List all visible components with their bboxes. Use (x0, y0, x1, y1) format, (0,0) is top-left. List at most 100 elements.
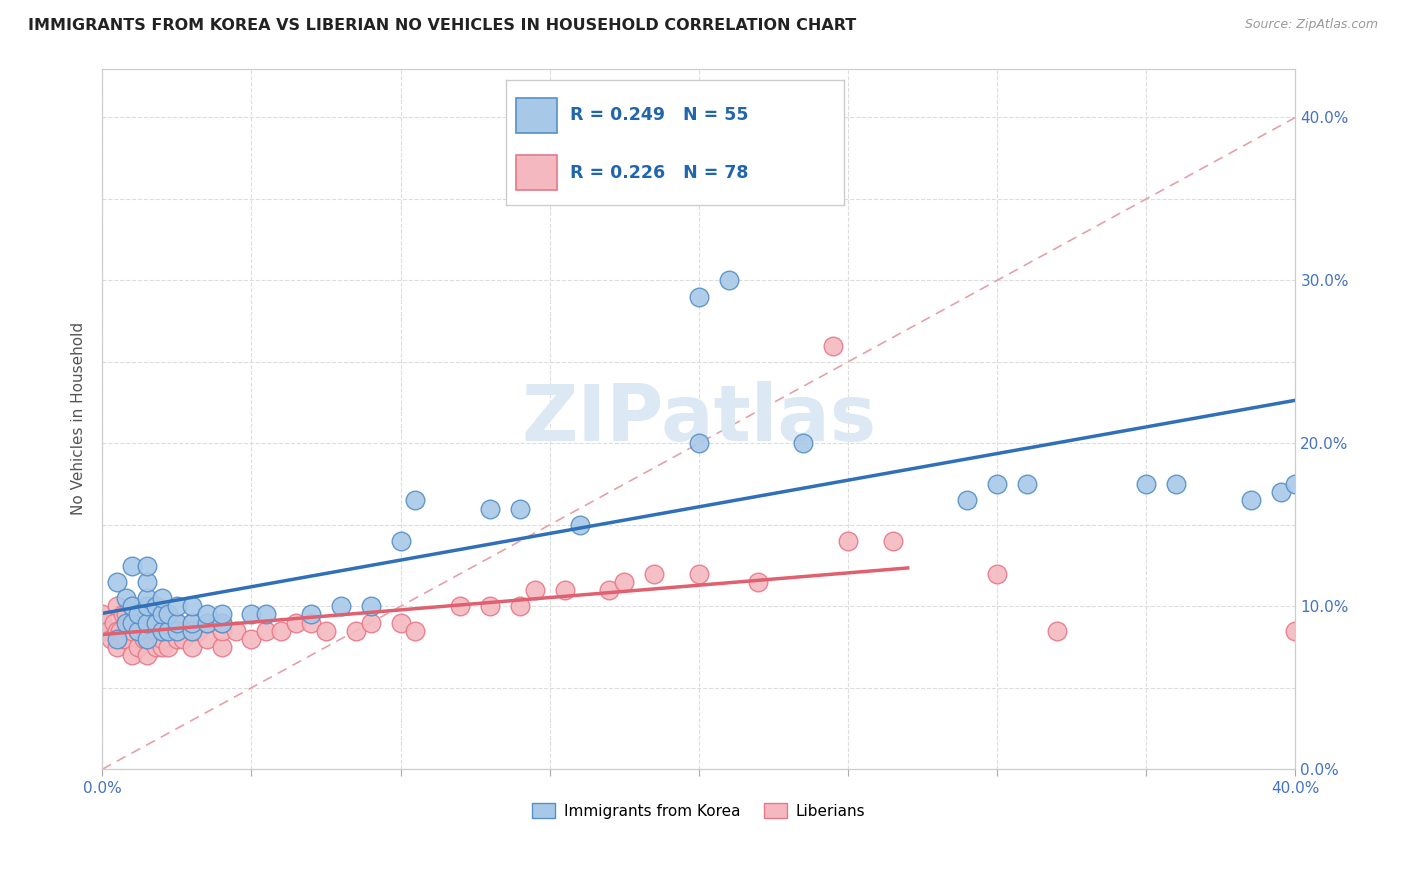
Point (150, 607, 173, 622)
Point (882, 534, 904, 549)
Point (211, 640, 233, 654)
Point (329, 599, 352, 614)
Point (112, 607, 135, 622)
Point (166, 615, 188, 630)
Point (1270, 485, 1292, 500)
Point (150, 624, 173, 638)
Point (91, 615, 114, 630)
Point (986, 477, 1008, 491)
Point (136, 648, 159, 663)
Point (211, 615, 233, 630)
Point (315, 624, 337, 638)
Point (136, 615, 159, 630)
Point (688, 290, 710, 304)
Point (509, 501, 531, 516)
Point (240, 632, 263, 646)
Point (449, 599, 471, 614)
Text: R = 0.226   N = 78: R = 0.226 N = 78 (571, 164, 749, 182)
Point (1015, 477, 1038, 491)
Point (823, 184, 845, 198)
Point (344, 624, 367, 638)
Point (121, 599, 143, 614)
Point (105, 632, 128, 646)
Point (115, 632, 138, 646)
Point (523, 582, 546, 597)
Text: ZIPatlas: ZIPatlas (522, 381, 876, 457)
Point (100, 632, 122, 646)
Point (299, 607, 322, 622)
Point (132, 632, 155, 646)
Point (1240, 493, 1263, 508)
Point (360, 615, 382, 630)
Point (180, 615, 202, 630)
Point (103, 615, 125, 630)
Point (479, 501, 502, 516)
Point (156, 615, 179, 630)
Point (211, 607, 233, 622)
Point (568, 517, 591, 532)
Point (127, 624, 149, 638)
Point (986, 566, 1008, 581)
Point (121, 615, 143, 630)
Legend: Immigrants from Korea, Liberians: Immigrants from Korea, Liberians (526, 797, 872, 825)
Point (127, 624, 149, 638)
Point (1046, 624, 1069, 638)
Point (195, 632, 218, 646)
Point (747, 574, 769, 589)
Point (136, 574, 159, 589)
Point (105, 574, 128, 589)
Point (127, 640, 149, 654)
Point (115, 607, 138, 622)
Point (105, 599, 128, 614)
Point (180, 624, 202, 638)
Point (211, 624, 233, 638)
Point (148, 615, 170, 630)
Point (479, 599, 502, 614)
Point (270, 624, 292, 638)
Point (554, 582, 576, 597)
Text: IMMIGRANTS FROM KOREA VS LIBERIAN NO VEHICLES IN HOUSEHOLD CORRELATION CHART: IMMIGRANTS FROM KOREA VS LIBERIAN NO VEH… (28, 18, 856, 33)
Point (139, 624, 162, 638)
Point (150, 591, 173, 606)
Point (91, 607, 114, 622)
Point (112, 632, 135, 646)
Point (389, 534, 412, 549)
Text: R = 0.249   N = 55: R = 0.249 N = 55 (571, 106, 749, 124)
Point (156, 640, 179, 654)
Point (613, 574, 636, 589)
Point (91, 624, 114, 638)
Point (166, 632, 188, 646)
Point (254, 624, 277, 638)
FancyBboxPatch shape (516, 98, 557, 133)
Point (121, 615, 143, 630)
Point (240, 607, 263, 622)
Point (136, 599, 159, 614)
Point (145, 615, 167, 630)
Point (121, 648, 143, 663)
Point (792, 436, 814, 450)
Point (187, 624, 209, 638)
Point (195, 615, 218, 630)
Point (150, 632, 173, 646)
Point (142, 632, 165, 646)
Point (150, 640, 173, 654)
Point (211, 615, 233, 630)
FancyBboxPatch shape (516, 155, 557, 190)
Point (145, 624, 167, 638)
Point (108, 624, 131, 638)
Point (1284, 477, 1306, 491)
Point (121, 624, 143, 638)
Point (1166, 477, 1188, 491)
Point (156, 624, 179, 638)
Point (717, 273, 740, 287)
Point (166, 624, 188, 638)
Point (1284, 624, 1306, 638)
Point (136, 632, 159, 646)
Point (115, 591, 138, 606)
Point (285, 615, 308, 630)
Point (225, 624, 247, 638)
Point (145, 615, 167, 630)
Point (105, 624, 128, 638)
Point (837, 534, 859, 549)
Point (136, 632, 159, 646)
